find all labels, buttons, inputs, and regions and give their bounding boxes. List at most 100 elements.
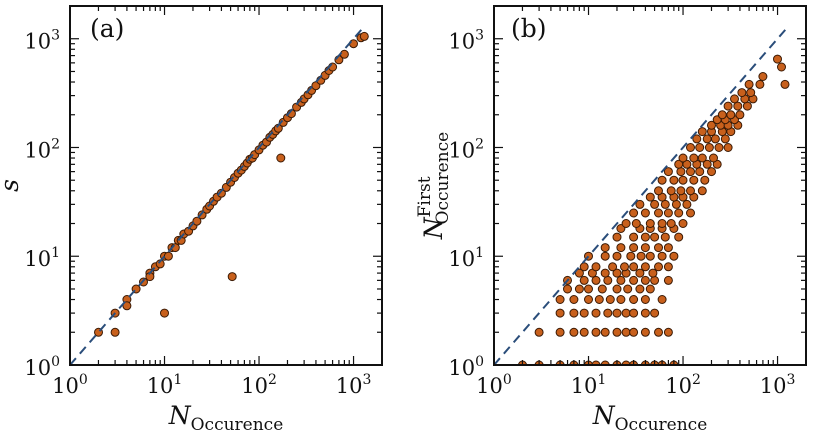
data-point [629, 327, 639, 337]
svg-text:NFirstOccurence: NFirstOccurence [415, 132, 453, 240]
data-point [612, 251, 622, 261]
data-point [555, 295, 565, 304]
data-point [650, 232, 660, 242]
data-point [569, 295, 579, 304]
data-point [780, 79, 790, 89]
y-tick-label: 103 [24, 28, 60, 54]
data-point [629, 208, 639, 218]
data-point [654, 208, 663, 218]
data-point [616, 295, 626, 304]
data-point [605, 295, 615, 304]
data-point [689, 175, 699, 185]
data-point [584, 284, 593, 294]
data-point [600, 327, 610, 337]
data-point [635, 199, 645, 209]
data-point [714, 143, 724, 152]
panel-b-y-axis-label: NFirstOccurence [415, 132, 453, 240]
data-point [657, 251, 667, 261]
data-point [631, 219, 641, 228]
data-point [702, 134, 712, 144]
data-point [663, 262, 673, 272]
data-point [640, 243, 650, 253]
data-point [730, 94, 739, 104]
data-point [629, 275, 639, 285]
data-point [629, 232, 639, 242]
data-point [612, 308, 622, 318]
data-point [744, 79, 754, 89]
data-point [700, 175, 710, 185]
data-point [591, 308, 601, 318]
data-point [669, 175, 679, 185]
data-point [777, 62, 786, 72]
data-point [697, 153, 707, 163]
data-point [620, 262, 629, 272]
panel-a-label: (a) [90, 14, 124, 43]
data-point [657, 295, 667, 304]
data-point [676, 167, 686, 177]
data-point [612, 268, 622, 278]
data-point [227, 272, 237, 282]
data-point [717, 110, 727, 120]
data-point [640, 295, 650, 304]
x-tick-label: 103 [760, 372, 796, 398]
data-point [666, 186, 676, 196]
data-point [663, 167, 673, 177]
data-point [678, 219, 688, 228]
data-point [359, 31, 369, 41]
data-point [623, 284, 633, 294]
data-point [654, 327, 663, 337]
data-point [650, 308, 660, 318]
data-point [640, 208, 650, 218]
data-point [160, 308, 169, 318]
data-point [591, 262, 601, 272]
data-point [663, 327, 673, 337]
data-point [671, 199, 681, 209]
data-point [616, 243, 626, 253]
data-point [603, 275, 613, 285]
data-point [612, 232, 622, 242]
data-point [629, 308, 639, 318]
data-point [626, 251, 636, 261]
data-point [569, 308, 579, 318]
y-tick-label: 102 [448, 136, 484, 162]
data-point [339, 49, 349, 59]
y-tick-label: 101 [24, 245, 60, 271]
y-tick-label: 103 [448, 28, 484, 54]
panel-b-x-axis-label: NOccurence [592, 401, 708, 431]
data-point [591, 327, 601, 337]
data-point [682, 199, 692, 209]
data-point [678, 153, 688, 163]
data-point [695, 167, 705, 177]
x-tick-label: 100 [476, 372, 512, 398]
data-point [640, 327, 650, 337]
data-point [616, 275, 626, 285]
data-point [654, 243, 663, 253]
data-point [709, 153, 718, 163]
x-tick-label: 101 [571, 372, 607, 398]
data-point [594, 295, 604, 304]
data-point [110, 327, 120, 337]
data-point [579, 275, 589, 285]
panel-b-label: (b) [511, 14, 547, 43]
panel-a-ticks: 100 101 102 103 100 101 102 103 [24, 5, 383, 398]
data-point [122, 301, 132, 311]
data-point [635, 284, 645, 294]
data-point [650, 275, 660, 285]
data-point [654, 186, 663, 196]
data-point [697, 186, 707, 196]
data-point [660, 232, 670, 242]
data-point [600, 243, 610, 253]
data-point [645, 284, 655, 294]
panel-b-points [518, 54, 790, 365]
data-point [629, 243, 639, 253]
data-point [640, 232, 650, 242]
data-point [621, 327, 631, 337]
data-point [569, 327, 579, 337]
data-point [650, 199, 660, 209]
data-point [579, 308, 589, 318]
data-point [723, 101, 733, 111]
data-point [723, 143, 733, 152]
y-tick-label: 100 [24, 354, 60, 380]
